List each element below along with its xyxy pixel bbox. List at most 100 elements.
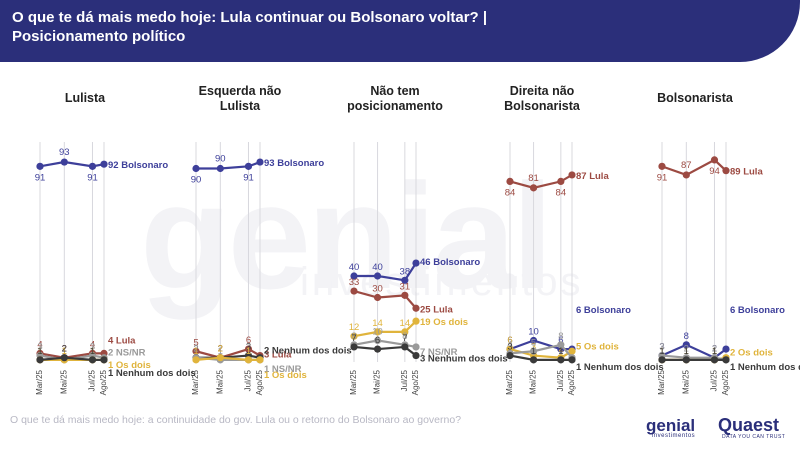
data-label: 30	[372, 284, 383, 295]
data-label: 8	[684, 331, 689, 342]
data-label: 3	[659, 342, 664, 353]
data-label: 6	[507, 335, 512, 346]
data-label: 12	[349, 322, 360, 333]
x-tick-label: Jul/25	[710, 369, 719, 391]
data-label: 3	[659, 342, 664, 353]
series-line	[39, 356, 104, 361]
data-label: 38	[400, 266, 411, 277]
series-end-label: 1 Nenhum dos dois	[576, 362, 664, 373]
data-point	[244, 162, 253, 170]
series-line	[353, 339, 417, 349]
series-end-label: 46 Bolsonaro	[420, 257, 480, 268]
series-end-label: 3 Nenhum dos dois	[420, 354, 508, 365]
data-label: 4	[507, 339, 512, 350]
panel-lulista: Lulista Mar/25 Mai/25 Jul/25 Ago/25 91 93 91 92 …	[35, 91, 196, 395]
series-end-label: 92 Bolsonaro	[108, 160, 168, 171]
data-label: 1	[62, 346, 67, 357]
data-point	[412, 304, 420, 312]
data-label: 8	[402, 331, 407, 342]
data-label: 10	[372, 327, 383, 338]
panel-title-line: posicionamento	[347, 99, 443, 113]
series-line	[195, 356, 260, 361]
x-tick-label: Mar/25	[657, 369, 666, 394]
series-lula: 91 87 94 89 Lula	[657, 156, 763, 183]
series-end-label: 1 NS/NR	[264, 364, 302, 375]
series-line	[661, 158, 727, 177]
data-point	[244, 356, 253, 364]
data-label: 2	[558, 344, 563, 355]
series-lula: 33 30 31 25 Lula	[349, 277, 454, 315]
data-point	[373, 345, 382, 353]
data-point	[244, 345, 253, 353]
series-end-label: 19 Os dois	[420, 317, 468, 328]
series-end-label: 2 NS/NR	[108, 348, 146, 359]
series-end-label: 2 Nenhum dos dois	[264, 346, 352, 357]
data-label: 1	[218, 346, 223, 357]
data-point	[373, 272, 382, 280]
x-tick-label: Mar/25	[191, 369, 200, 394]
series-bolsonaro: 90 90 91 93 Bolsonaro	[191, 154, 325, 186]
data-point	[60, 158, 68, 166]
data-label: 2	[193, 344, 198, 355]
data-label: 1	[37, 346, 42, 357]
data-label: 3	[246, 342, 251, 353]
data-point	[192, 347, 200, 355]
x-tick-label: Mai/25	[529, 369, 538, 394]
data-label: 91	[87, 172, 98, 183]
data-point	[192, 164, 200, 173]
data-point	[557, 177, 565, 185]
panel-title: Lulista	[65, 91, 106, 105]
series-line	[661, 343, 727, 359]
data-label: 1	[90, 346, 95, 357]
data-label: 90	[215, 154, 226, 165]
x-tick-label: Ago/25	[255, 369, 264, 395]
data-label: 7	[402, 333, 407, 344]
panel-title-line: Lulista	[65, 91, 106, 105]
series-os-dois: 1 2 11 Os dois	[192, 344, 307, 381]
data-point	[710, 356, 719, 364]
series-line	[353, 289, 417, 309]
data-point	[658, 356, 666, 364]
data-label: 5	[531, 337, 536, 348]
x-tick-label: Mai/25	[373, 369, 382, 394]
series-nenhum-dos-dois: 1 2 11 Nenhum dos dois	[36, 344, 196, 379]
panel-title: Direita não Bolsonarista	[504, 84, 581, 113]
data-point	[88, 356, 97, 364]
panel-nao-tem-posicionamento: Não tem posicionamento Mar/25 Mai/25 Jul/25 A…	[347, 84, 508, 395]
data-point	[60, 354, 68, 362]
data-point	[557, 356, 565, 364]
data-label: 8	[558, 331, 563, 342]
panel-direita-nao-bolsonarista: Direita não Bolsonarista Mar/25 Mai/25 Jul/2…	[504, 84, 663, 395]
series-end-label: 25 Lula	[420, 304, 453, 315]
data-label: 94	[709, 166, 720, 177]
data-point	[682, 341, 690, 349]
x-tick-label: Jul/25	[556, 369, 565, 391]
data-label: 84	[505, 187, 516, 198]
data-label: 14	[372, 318, 383, 329]
x-tick-label: Jul/25	[400, 369, 409, 391]
data-label: 6	[558, 335, 563, 346]
data-point	[529, 347, 538, 355]
data-label: 8	[351, 331, 356, 342]
data-label: 1	[659, 346, 664, 357]
series-end-label: 5 Os dois	[576, 341, 619, 352]
data-point	[401, 343, 409, 351]
data-point	[256, 356, 264, 364]
data-point	[568, 347, 576, 355]
data-label: 2	[218, 344, 223, 355]
footnote: O que te dá mais medo hoje: a continuida…	[10, 414, 462, 426]
series-line	[509, 343, 573, 359]
data-point	[529, 184, 538, 192]
data-label: 40	[372, 262, 383, 273]
panel-title-line: Bolsonarista	[657, 91, 734, 105]
series-nenhum-dos-dois: 7 6 7 3 Nenhum dos dois	[350, 333, 508, 365]
panel-title: Esquerda não Lulista	[199, 84, 282, 113]
data-label: 4	[90, 339, 95, 350]
data-label: 2	[218, 344, 223, 355]
panel-title: Não tem posicionamento	[347, 84, 443, 113]
series-line	[39, 160, 105, 168]
panel-title-line: Lulista	[220, 99, 261, 113]
data-label: 1	[62, 346, 67, 357]
data-label: 3	[531, 342, 536, 353]
panel-title-line: Não tem	[370, 84, 419, 98]
